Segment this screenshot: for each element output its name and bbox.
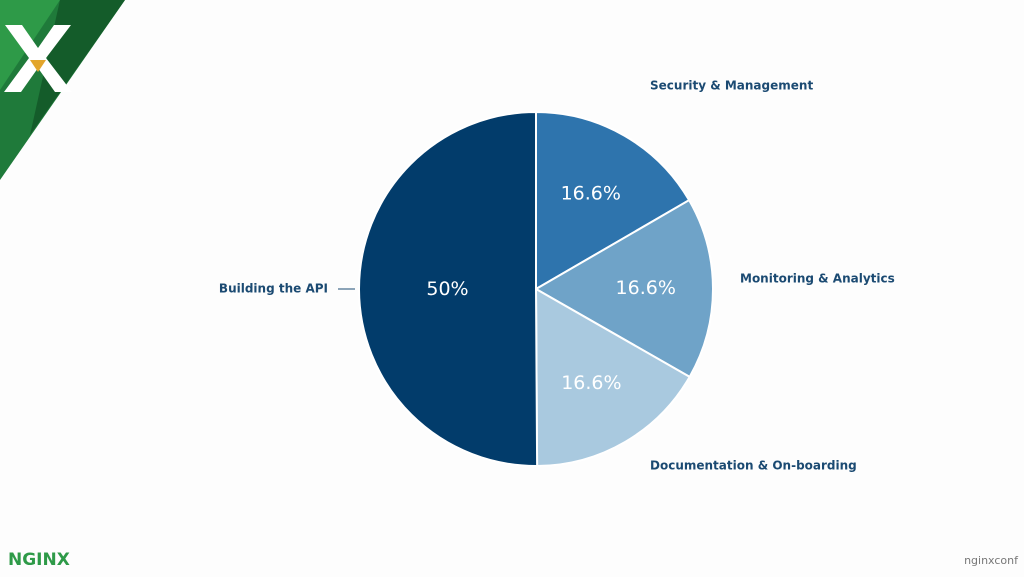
slice-value-label: 50% bbox=[426, 278, 468, 300]
slice-category-label: Security & Management bbox=[650, 79, 813, 93]
slice-category-label: Building the API bbox=[219, 282, 328, 296]
nginx-logo: NGINX bbox=[8, 550, 70, 570]
slice-category-label: Monitoring & Analytics bbox=[740, 272, 895, 286]
event-name: nginxconf bbox=[964, 554, 1019, 567]
pie-slice bbox=[535, 110, 691, 291]
slice-value-label: 16.6% bbox=[616, 277, 676, 299]
pie-slice bbox=[533, 198, 714, 379]
slice-value-label: 16.6% bbox=[561, 182, 621, 204]
pie-slice bbox=[357, 110, 539, 467]
corner-logo bbox=[0, 0, 125, 180]
slice-category-label: Documentation & On-boarding bbox=[650, 459, 857, 473]
slice-value-label: 16.6% bbox=[561, 372, 621, 394]
pie-slice bbox=[534, 287, 692, 468]
